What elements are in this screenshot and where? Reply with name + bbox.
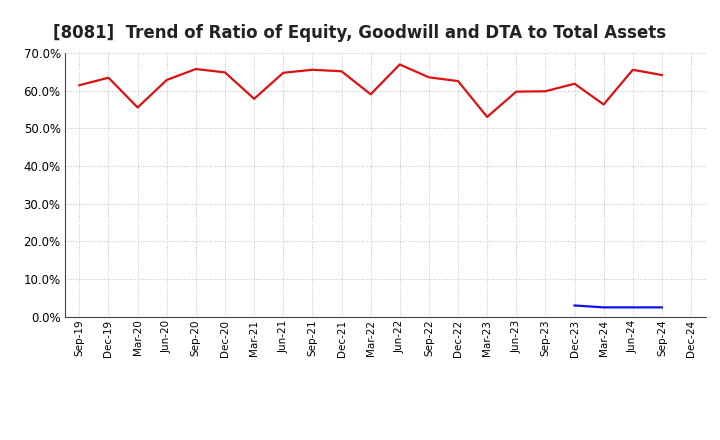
Equity <box>454 78 462 84</box>
Goodwill <box>629 305 637 310</box>
Equity <box>250 96 258 102</box>
Equity <box>192 66 200 72</box>
Text: [8081]  Trend of Ratio of Equity, Goodwill and DTA to Total Assets: [8081] Trend of Ratio of Equity, Goodwil… <box>53 24 667 42</box>
Goodwill <box>599 305 608 310</box>
Line: Equity: Equity <box>79 65 662 117</box>
Equity <box>657 73 666 78</box>
Equity <box>512 89 521 94</box>
Equity <box>104 75 113 81</box>
Equity <box>366 92 375 97</box>
Equity <box>483 114 492 120</box>
Equity <box>395 62 404 67</box>
Equity <box>220 70 229 75</box>
Equity <box>133 105 142 110</box>
Equity <box>629 67 637 73</box>
Equity <box>279 70 287 75</box>
Equity <box>425 75 433 80</box>
Equity <box>75 83 84 88</box>
Goodwill <box>570 303 579 308</box>
Equity <box>570 81 579 86</box>
Equity <box>163 77 171 83</box>
Goodwill <box>657 305 666 310</box>
Equity <box>541 88 550 94</box>
Equity <box>599 102 608 107</box>
Equity <box>337 69 346 74</box>
Line: Goodwill: Goodwill <box>575 305 662 308</box>
Equity <box>308 67 317 73</box>
